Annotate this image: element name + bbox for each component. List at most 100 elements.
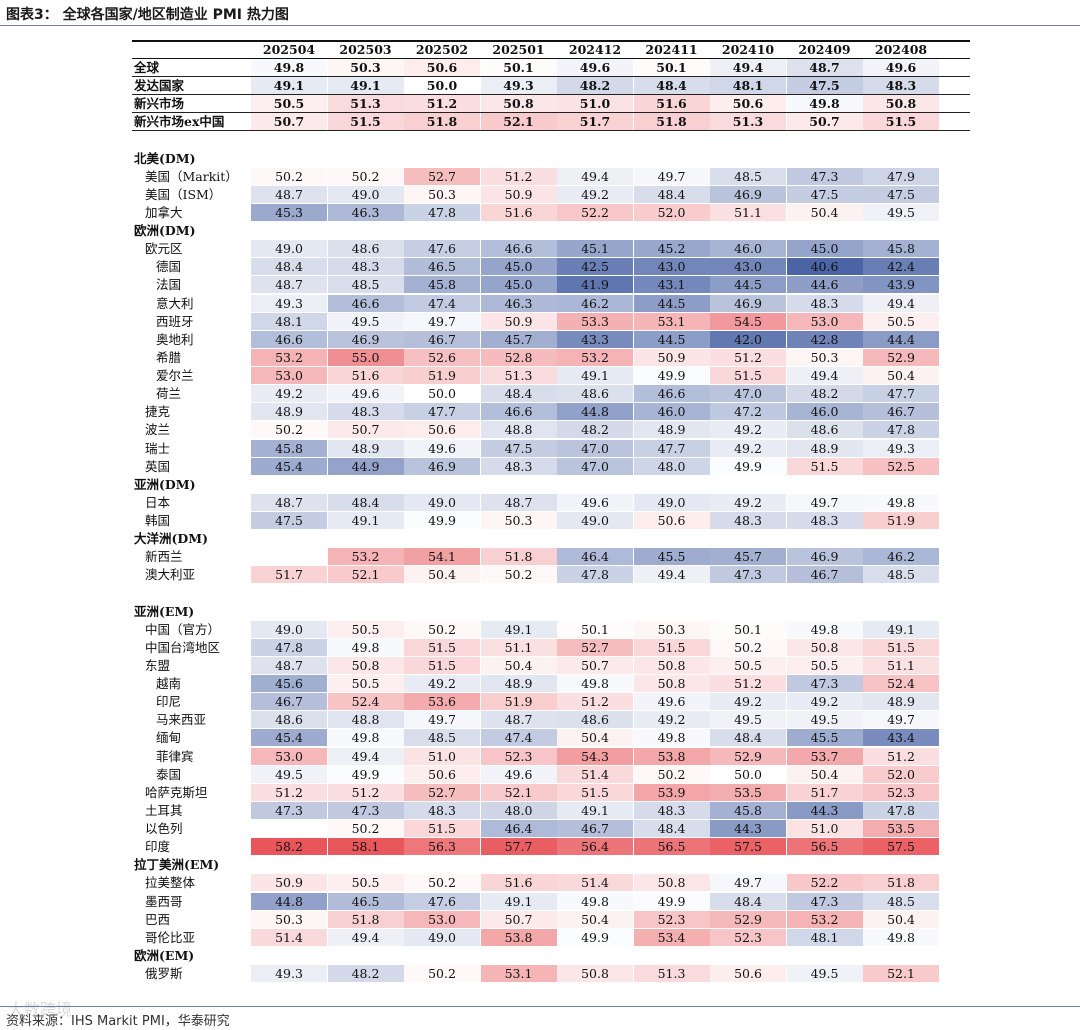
heatmap-cell: 51.5 xyxy=(327,113,404,131)
heatmap-cell: 49.8 xyxy=(863,928,939,946)
heatmap-cell: 51.2 xyxy=(710,348,786,366)
heatmap-cell: 49.2 xyxy=(786,693,863,711)
heatmap-cell: 46.6 xyxy=(327,294,404,312)
heatmap-cell: 48.4 xyxy=(710,729,786,747)
heatmap-cell: 47.6 xyxy=(404,892,480,910)
heatmap-cell: 44.8 xyxy=(557,403,633,421)
heatmap-cell: 44.9 xyxy=(327,457,404,475)
heatmap-cell: 51.8 xyxy=(863,874,939,892)
heatmap-cell: 49.8 xyxy=(786,95,863,113)
heatmap-cell: 48.4 xyxy=(633,77,710,95)
heatmap-cell: 45.6 xyxy=(251,675,327,693)
row-label: 以色列 xyxy=(145,821,183,837)
column-header: 202504 xyxy=(262,42,316,57)
heatmap-cell: 51.8 xyxy=(480,548,557,566)
heatmap-cell: 46.7 xyxy=(251,693,327,711)
table-row: 美国（ISM） 48.7 49.0 50.3 50.9 49.2 48.4 46.9 47.5 4… xyxy=(132,185,970,204)
row-divider xyxy=(132,76,970,78)
heatmap-cell: 51.1 xyxy=(480,638,557,656)
heatmap-cell: 52.8 xyxy=(480,348,557,366)
heatmap-cell: 47.7 xyxy=(863,385,939,403)
heatmap-cell: 47.3 xyxy=(251,801,327,819)
heatmap-cell: 51.0 xyxy=(557,95,633,113)
heatmap-cell: 50.9 xyxy=(633,348,710,366)
heatmap-cell: 49.2 xyxy=(557,185,633,203)
heatmap-cell: 45.8 xyxy=(404,276,480,294)
heatmap-cell: 49.7 xyxy=(863,711,939,729)
heatmap-cell: 48.7 xyxy=(480,493,557,511)
heatmap-cell: 45.0 xyxy=(480,258,557,276)
heatmap-cell: 52.9 xyxy=(863,348,939,366)
heatmap-cell: 50.0 xyxy=(404,385,480,403)
heatmap-cell: 51.8 xyxy=(327,910,404,928)
heatmap-cell: 46.6 xyxy=(633,385,710,403)
heatmap-cell: 43.0 xyxy=(633,258,710,276)
row-label: 韩国 xyxy=(145,513,171,528)
heatmap-cell: 41.9 xyxy=(557,276,633,294)
heatmap-cell: 50.2 xyxy=(404,874,480,892)
heatmap-cell: 50.6 xyxy=(710,95,786,113)
heatmap-cell: 48.7 xyxy=(251,656,327,674)
table-row: 西班牙 48.1 49.5 49.7 50.9 53.3 53.1 54.5 53.0 50.5 xyxy=(132,312,970,331)
heatmap-cell: 49.0 xyxy=(251,620,327,638)
heatmap-cell: 47.5 xyxy=(480,439,557,457)
heatmap-cell: 50.6 xyxy=(710,965,786,982)
heatmap-cell: 50.1 xyxy=(480,59,557,76)
heatmap-cell: 44.5 xyxy=(710,276,786,294)
section-header-row: 拉丁美洲(EM) xyxy=(132,856,970,874)
heatmap-cell: 52.7 xyxy=(557,638,633,656)
heatmap-cell: 47.0 xyxy=(710,385,786,403)
heatmap-cell: 45.4 xyxy=(251,729,327,747)
heatmap-cell: 51.0 xyxy=(404,747,480,765)
heatmap-cell: 50.5 xyxy=(863,312,939,330)
heatmap-cell: 49.8 xyxy=(633,729,710,747)
heatmap-cell: 49.4 xyxy=(327,928,404,946)
section-header-row: 欧洲(EM) xyxy=(132,947,970,965)
heatmap-cell: 48.9 xyxy=(251,403,327,421)
heatmap-cell: 45.2 xyxy=(633,240,710,258)
heatmap-cell: 49.6 xyxy=(557,59,633,76)
heatmap-cell: 49.5 xyxy=(251,765,327,783)
heatmap-cell: 49.7 xyxy=(786,493,863,511)
row-label: 拉美整体 xyxy=(145,875,196,891)
row-label: 拉丁美洲(EM) xyxy=(134,857,220,873)
heatmap-cell: 46.3 xyxy=(480,294,557,312)
table-row: 哈萨克斯坦 51.2 51.2 52.7 52.1 51.5 53.9 53.5 51.7 52.… xyxy=(132,783,970,802)
heatmap-cell: 48.4 xyxy=(633,185,710,203)
heatmap-cell: 48.6 xyxy=(557,711,633,729)
heatmap-cell: 49.8 xyxy=(327,729,404,747)
heatmap-cell: 49.2 xyxy=(710,421,786,439)
heatmap-cell: 48.0 xyxy=(633,457,710,475)
heatmap-cell: 51.1 xyxy=(863,656,939,674)
row-divider xyxy=(132,130,970,132)
column-header: 202408 xyxy=(874,42,928,57)
heatmap-cell: 49.1 xyxy=(327,77,404,95)
heatmap-cell: 49.8 xyxy=(327,638,404,656)
heatmap-cell: 49.0 xyxy=(404,493,480,511)
heatmap-cell: 50.9 xyxy=(480,185,557,203)
heatmap-cell: 44.4 xyxy=(863,330,939,348)
row-label: 爱尔兰 xyxy=(156,368,194,384)
spacer-row xyxy=(132,131,970,149)
heatmap-cell: 50.8 xyxy=(557,965,633,982)
heatmap-cell: 54.5 xyxy=(710,312,786,330)
heatmap-cell: 52.9 xyxy=(710,747,786,765)
table-row: 以色列 50.2 51.5 46.4 46.7 48.4 44.3 51.0 53.5 xyxy=(132,820,970,838)
row-label: 捷克 xyxy=(145,404,171,420)
heatmap-cell: 47.3 xyxy=(786,675,863,693)
heatmap-cell: 50.5 xyxy=(327,620,404,638)
heatmap-cell: 49.2 xyxy=(633,711,710,729)
heatmap-cell: 53.4 xyxy=(633,928,710,946)
table-row: 哥伦比亚 51.4 49.4 49.0 53.8 49.9 53.4 52.3 48.1 49.8 xyxy=(132,928,970,947)
heatmap-cell: 50.6 xyxy=(404,765,480,783)
row-divider xyxy=(132,94,970,96)
heatmap-cell: 49.7 xyxy=(710,874,786,892)
heatmap-cell: 47.8 xyxy=(404,203,480,221)
heatmap-cell: 49.6 xyxy=(633,693,710,711)
heatmap-cell: 48.9 xyxy=(863,693,939,711)
heatmap-cell: 56.5 xyxy=(633,838,710,856)
heatmap-cell: 49.3 xyxy=(863,439,939,457)
heatmap-cell: 52.4 xyxy=(327,693,404,711)
heatmap-cell: 44.5 xyxy=(633,294,710,312)
heatmap-cell: 51.5 xyxy=(786,457,863,475)
